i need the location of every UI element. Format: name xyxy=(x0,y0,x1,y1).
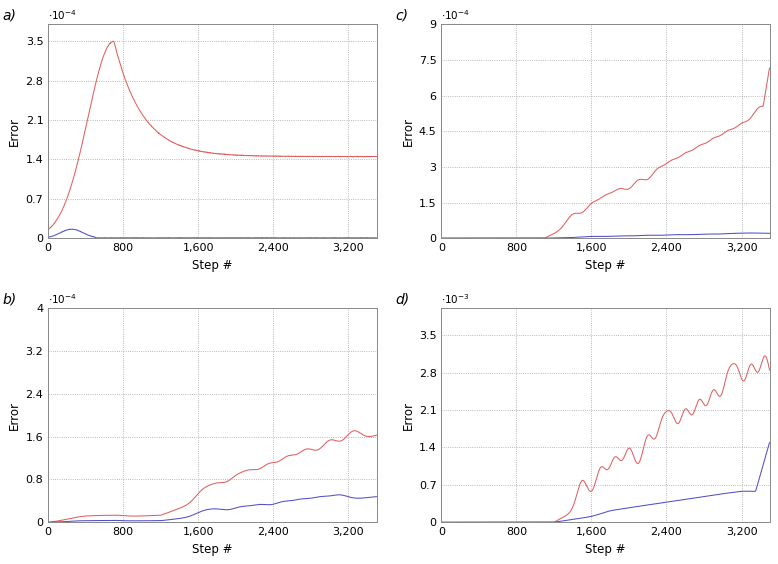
Text: d): d) xyxy=(395,292,409,306)
Y-axis label: Error: Error xyxy=(9,117,21,146)
Y-axis label: Error: Error xyxy=(401,401,415,430)
Text: $\cdot10^{-3}$: $\cdot10^{-3}$ xyxy=(441,293,470,306)
Y-axis label: Error: Error xyxy=(9,401,21,430)
Y-axis label: Error: Error xyxy=(401,117,415,146)
X-axis label: Step #: Step # xyxy=(585,258,626,272)
X-axis label: Step #: Step # xyxy=(585,543,626,556)
Text: $\cdot10^{-4}$: $\cdot10^{-4}$ xyxy=(48,293,77,306)
Text: $\cdot10^{-4}$: $\cdot10^{-4}$ xyxy=(441,8,470,22)
X-axis label: Step #: Step # xyxy=(192,258,233,272)
X-axis label: Step #: Step # xyxy=(192,543,233,556)
Text: $\cdot10^{-4}$: $\cdot10^{-4}$ xyxy=(48,8,77,22)
Text: a): a) xyxy=(2,8,16,22)
Text: b): b) xyxy=(2,292,16,306)
Text: c): c) xyxy=(395,8,408,22)
